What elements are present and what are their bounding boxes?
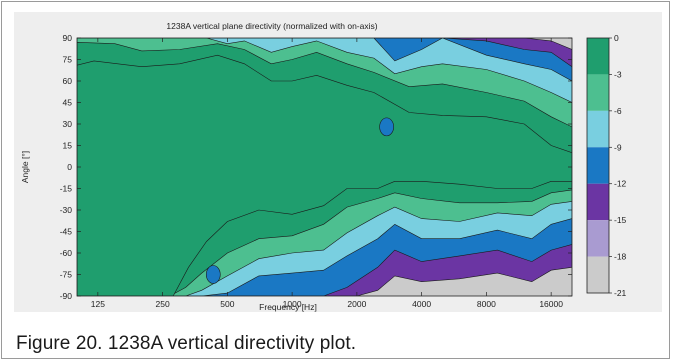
y-tick-label: -75 — [60, 270, 73, 280]
x-tick-label: 2000 — [347, 299, 366, 309]
colorbar: 0 -3 -6 -9 -12 -15 -18 -21 — [586, 33, 627, 298]
y-tick-label: -45 — [60, 227, 73, 237]
contour-region — [77, 54, 572, 296]
x-axis-label: Frequency [Hz] — [259, 302, 317, 312]
x-tick-label: 1000 — [283, 299, 302, 309]
y-tick-label: 75 — [63, 55, 73, 65]
colorbar-segment — [587, 256, 609, 293]
colorbar-tick-label: -12 — [614, 179, 627, 189]
colorbar-segment — [587, 220, 609, 257]
colorbar-segment — [587, 147, 609, 184]
y-tick-label: -30 — [60, 205, 73, 215]
colorbar-tick-label: -21 — [614, 288, 627, 298]
colorbar-tick-label: -6 — [614, 106, 622, 116]
colorbar-tick-label: -18 — [614, 252, 627, 262]
x-tick-label: 8000 — [477, 299, 496, 309]
x-axis-ticks: 125 250 500 1000 2000 4000 8000 16000 — [91, 38, 563, 309]
y-tick-label: -90 — [60, 291, 73, 301]
x-tick-label: 500 — [220, 299, 234, 309]
colorbar-frame — [586, 37, 610, 294]
y-tick-label: 30 — [63, 119, 73, 129]
contour-island — [379, 117, 394, 137]
y-tick-label: 90 — [63, 33, 73, 43]
colorbar-segment — [587, 74, 609, 111]
y-axis-ticks: 90 75 60 45 30 15 0 -15 -30 -45 -60 -75 -90 — [60, 33, 572, 301]
x-tick-label: 4000 — [412, 299, 431, 309]
colorbar-segment — [587, 183, 609, 221]
colorbar-segment — [587, 110, 609, 148]
y-axis-label: Angle [°] — [20, 151, 30, 183]
contour-island — [205, 265, 221, 284]
x-tick-label: 250 — [156, 299, 170, 309]
colorbar-tick-label: -9 — [614, 142, 622, 152]
plot-panel: 1238A vertical plane directivity (normal… — [14, 12, 662, 312]
y-tick-label: 0 — [67, 162, 72, 172]
colorbar-tick-label: -3 — [614, 69, 622, 79]
chart-title: 1238A vertical plane directivity (normal… — [166, 21, 377, 31]
y-tick-label: 15 — [63, 141, 73, 151]
contour-bands — [77, 38, 572, 296]
colorbar-tick-label: 0 — [614, 33, 619, 43]
colorbar-tick-label: -15 — [614, 215, 627, 225]
colorbar-segment — [587, 38, 609, 75]
x-tick-label: 125 — [91, 299, 105, 309]
y-tick-label: -60 — [60, 248, 73, 258]
y-tick-label: 45 — [63, 98, 73, 108]
y-tick-label: -15 — [60, 184, 73, 194]
x-tick-label: 16000 — [539, 299, 563, 309]
directivity-chart: 1238A vertical plane directivity (normal… — [20, 21, 627, 312]
y-tick-label: 60 — [63, 76, 73, 86]
figure-caption: Figure 20. 1238A vertical directivity pl… — [16, 333, 357, 354]
